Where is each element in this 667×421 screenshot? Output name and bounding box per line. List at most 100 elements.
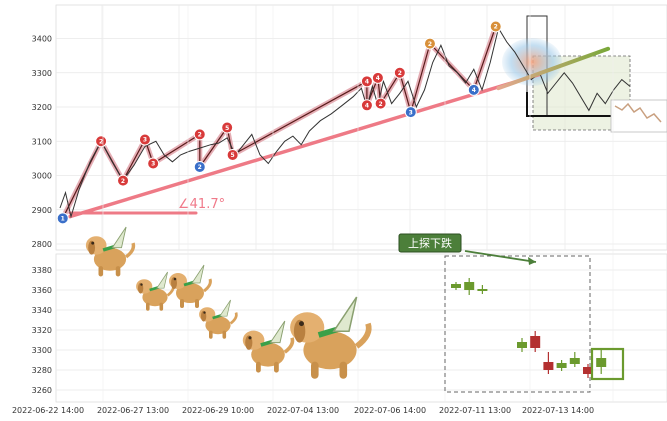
bottom-y-axis: 3380 3360 3340 3320 3300 3280 3260	[32, 266, 52, 395]
wave-marker-label: 4	[365, 79, 369, 86]
top-panel: 3400 3300 3200 3100 3000 2900 2800 ∠41.7° 1 2 2 3…	[32, 4, 667, 251]
support-bracket	[526, 92, 612, 117]
top-y-tick-label: 3000	[32, 172, 52, 181]
wave-marker-dot	[371, 71, 384, 84]
wave-marker-label: 2	[121, 178, 125, 185]
wave-marker: 2	[193, 128, 206, 141]
candle	[583, 364, 593, 378]
wave-marker: 4	[360, 99, 373, 112]
wave-marker-dot	[360, 99, 373, 112]
wave-marker: 2	[117, 174, 130, 187]
x-tick-label: 2022-07-04 13:00	[267, 406, 339, 415]
candle-body	[477, 289, 488, 291]
wave-marker: 2	[423, 37, 436, 50]
wave-marker: 4	[371, 71, 384, 84]
candles	[451, 278, 607, 378]
candle	[530, 331, 541, 352]
wave-marker-label: 4	[365, 102, 369, 109]
x-tick-label: 2022-06-29 10:00	[182, 406, 254, 415]
wave-marker-dot	[360, 75, 373, 88]
highlight-blob	[502, 38, 562, 86]
top-y-tick-label: 3300	[32, 69, 52, 78]
wave-marker-dot	[117, 174, 130, 187]
wave-marker-dot	[393, 66, 406, 79]
forecast-arrow	[496, 46, 611, 91]
bottom-panel: 3380 3360 3340 3320 3300 3280 3260 2022-06-22 …	[12, 5, 667, 415]
angle-annotation: ∠41.7°	[178, 197, 225, 212]
top-y-tick-label: 2900	[32, 206, 52, 215]
wave-marker-dot	[147, 157, 160, 170]
candle	[569, 352, 580, 367]
bottom-plot-area	[55, 253, 667, 403]
x-tick-label: 2022-06-22 14:00	[12, 406, 84, 415]
bottom-y-tick-label: 3280	[32, 366, 52, 375]
top-y-tick-label: 3100	[32, 137, 52, 146]
candle-body	[464, 282, 475, 290]
wave-marker: 5	[226, 148, 239, 161]
wave-marker-dot	[193, 128, 206, 141]
candle	[596, 350, 607, 374]
wave-marker-dot	[138, 133, 151, 146]
wave-marker-label: 1	[61, 216, 65, 223]
wave-marker: 3	[147, 157, 160, 170]
bottom-grid	[56, 5, 667, 402]
candle-body	[596, 358, 607, 367]
x-tick-label: 2022-07-06 14:00	[354, 406, 426, 415]
wave-marker-label: 2	[494, 24, 498, 31]
wave-marker: 2	[393, 66, 406, 79]
candle	[451, 282, 461, 290]
wave-marker: 2	[374, 97, 387, 110]
wave-marker-label: 2	[379, 101, 383, 108]
candle	[543, 352, 554, 374]
candle-body	[569, 358, 580, 364]
wave-marker: 4	[467, 83, 480, 96]
candle-body	[451, 284, 461, 288]
top-y-tick-label: 3400	[32, 35, 52, 44]
wave-marker-label: 3	[409, 109, 413, 116]
wave-marker: 3	[138, 133, 151, 146]
wave-marker-label: 3	[151, 161, 155, 168]
x-axis: 2022-06-22 14:00 2022-06-27 13:00 2022-06-…	[12, 406, 594, 415]
last-candle-highlight	[590, 347, 625, 381]
wave-marker: 2	[193, 160, 206, 173]
wave-marker-dot	[95, 135, 108, 148]
candle-body	[583, 367, 593, 374]
wave-marker-label: 3	[143, 137, 147, 144]
wave-marker: 2	[95, 135, 108, 148]
bottom-y-tick-label: 3260	[32, 386, 52, 395]
wave-marker-dot	[226, 148, 239, 161]
wave-marker-label: 5	[225, 125, 229, 132]
candle	[477, 285, 488, 294]
x-tick-label: 2022-07-11 13:00	[439, 406, 511, 415]
wave-marker-label: 5	[231, 152, 235, 159]
wave-marker-label: 2	[198, 164, 202, 171]
thumbnail-box	[610, 99, 667, 133]
bottom-y-tick-label: 3300	[32, 346, 52, 355]
wave-marker: 5	[221, 121, 234, 134]
candle-body	[517, 342, 527, 348]
trendline	[68, 72, 542, 219]
wave-marker: 1	[56, 212, 69, 225]
wave-marker-dot	[374, 97, 387, 110]
wave-marker-dot	[221, 121, 234, 134]
wave-marker: 3	[404, 106, 417, 119]
callout-label: 上探下跌	[408, 236, 452, 250]
wave-marker-dot	[467, 83, 480, 96]
thumbnail-sparkline	[614, 102, 662, 123]
candles-box	[444, 255, 591, 393]
wave-marker-dot	[56, 212, 69, 225]
wave-marker: 2	[489, 20, 502, 33]
bottom-y-tick-label: 3320	[32, 326, 52, 335]
wave-marker-dot	[404, 106, 417, 119]
candle	[517, 338, 527, 352]
bottom-y-tick-label: 3340	[32, 306, 52, 315]
candle-body	[556, 363, 567, 368]
wave-marker-dot	[489, 20, 502, 33]
top-y-axis: 3400 3300 3200 3100 3000 2900 2800	[32, 35, 52, 250]
top-y-tick-label: 3200	[32, 103, 52, 112]
bottom-y-tick-label: 3380	[32, 266, 52, 275]
wave-marker: 4	[360, 75, 373, 88]
candle-body	[530, 336, 541, 348]
wave-marker-dot	[193, 160, 206, 173]
